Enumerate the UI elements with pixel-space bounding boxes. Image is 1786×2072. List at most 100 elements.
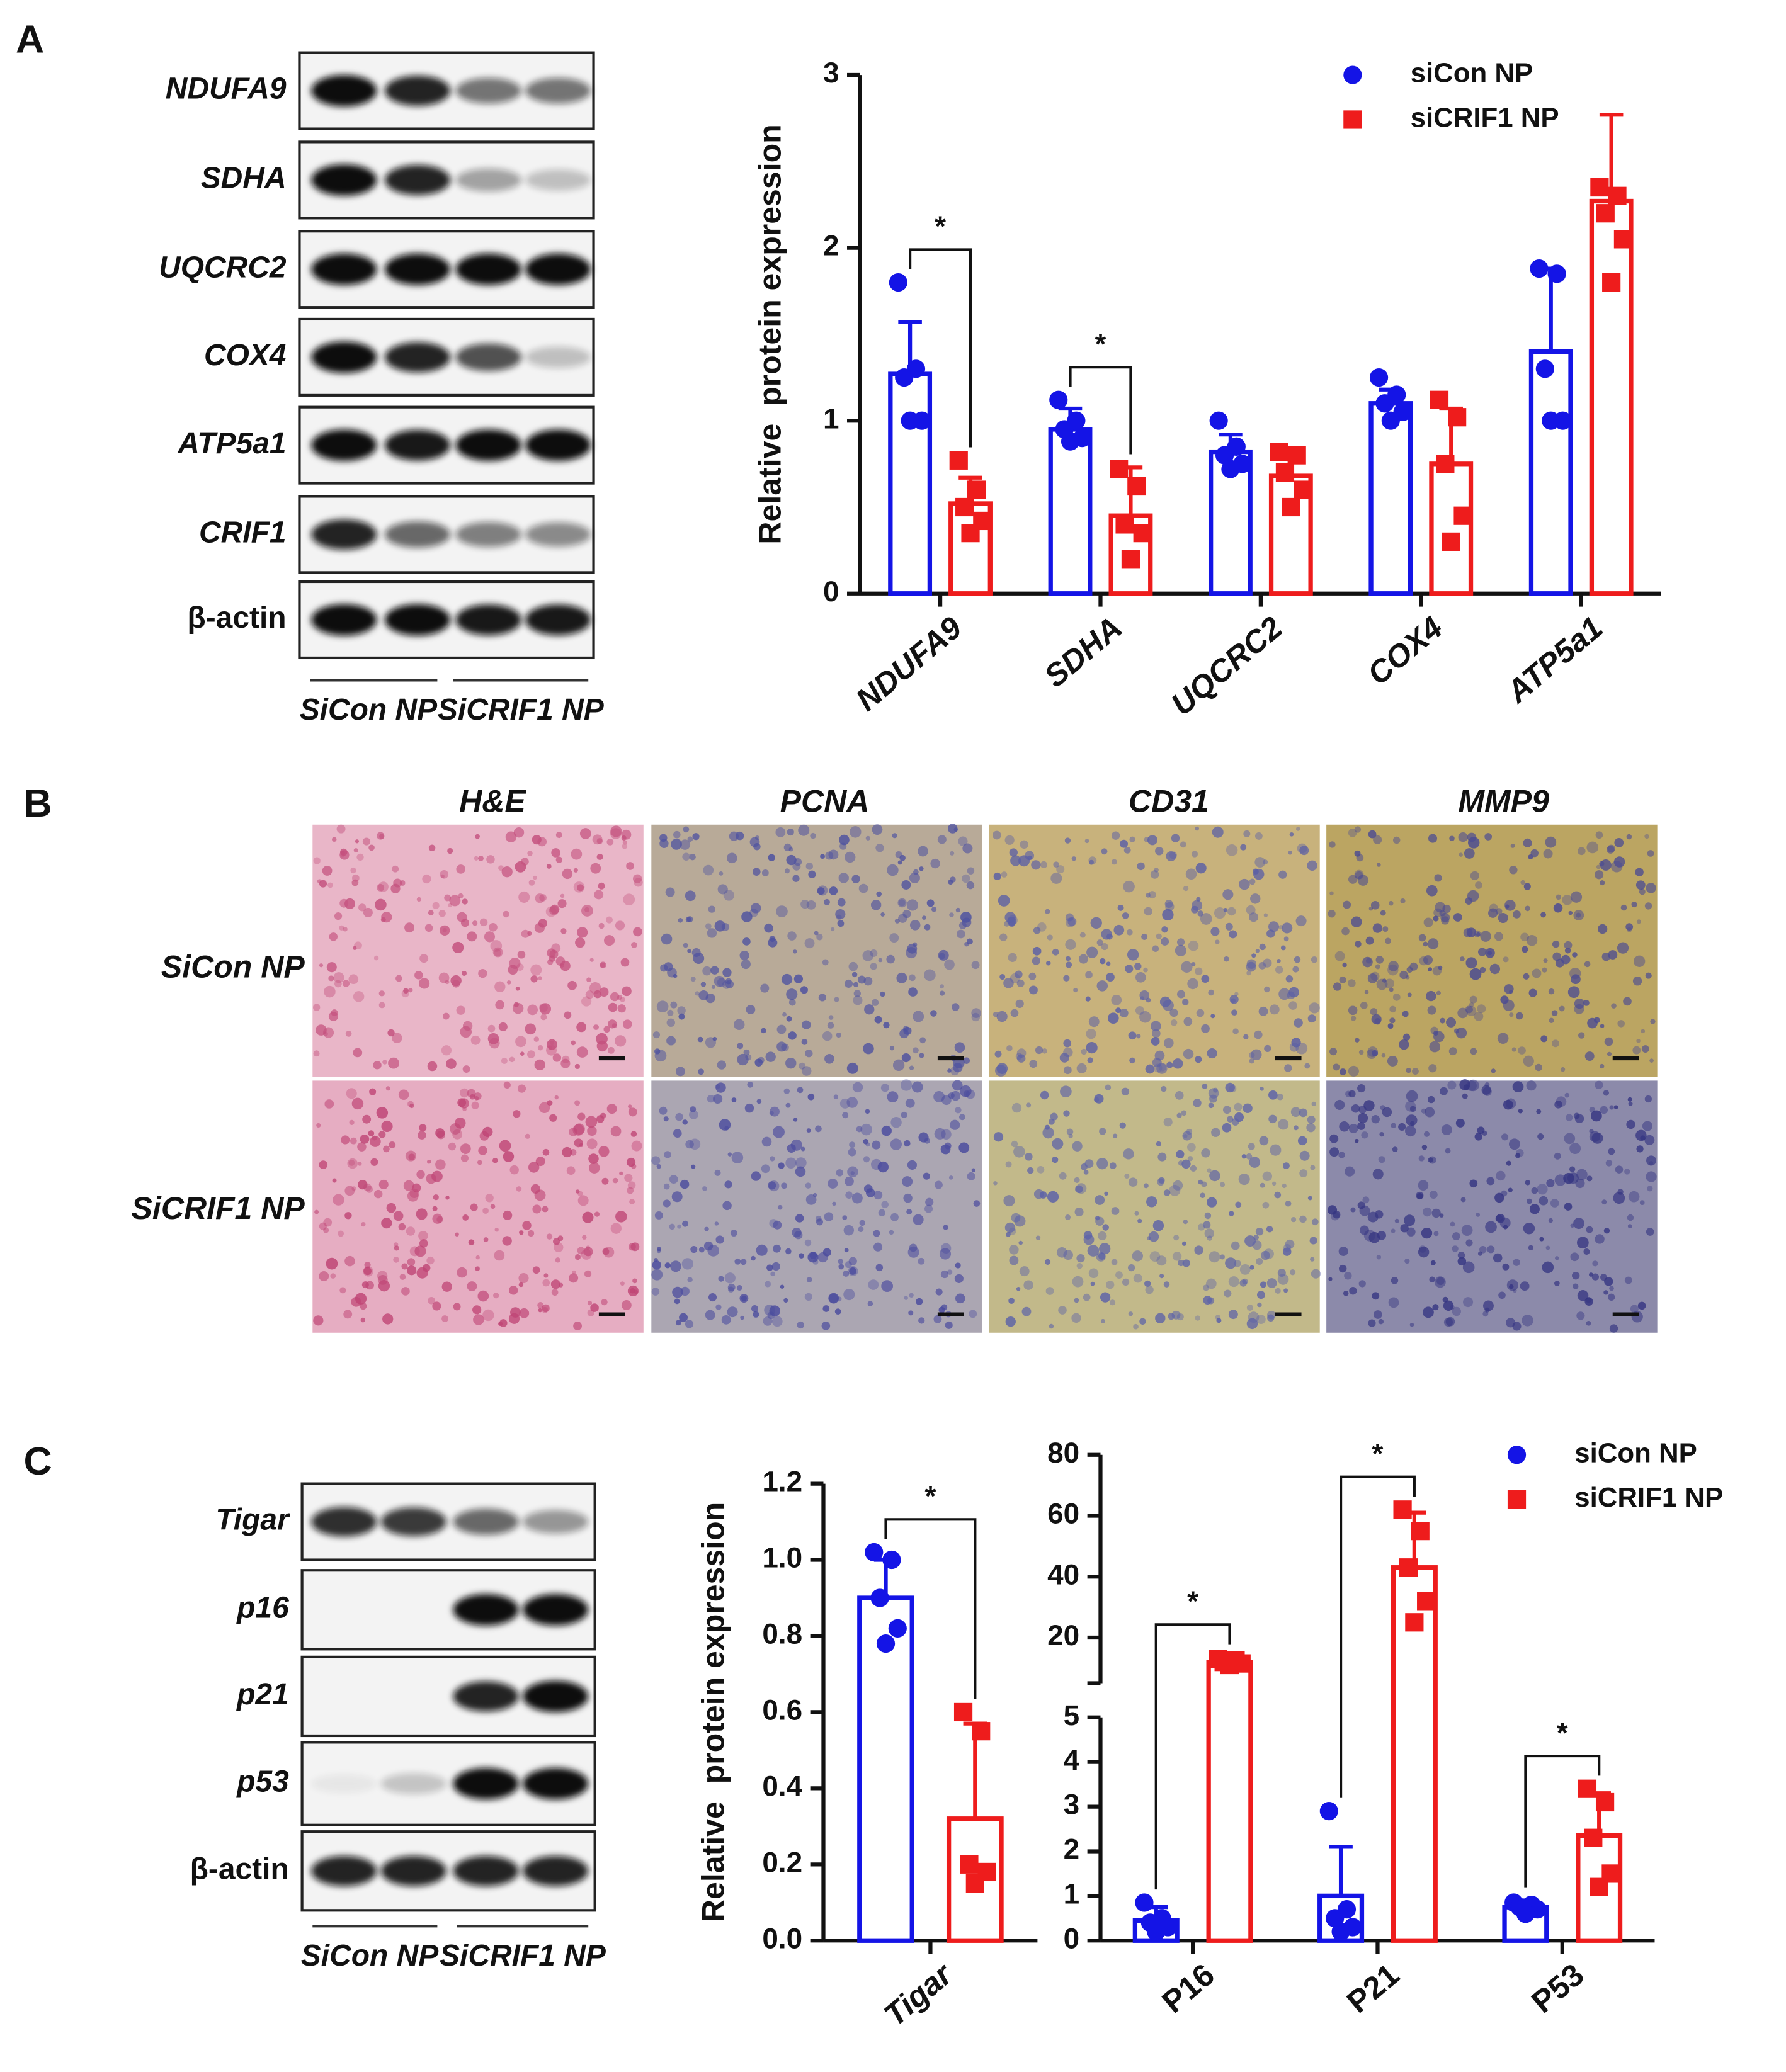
cell bbox=[516, 1186, 522, 1192]
cell bbox=[1202, 1084, 1208, 1089]
cell bbox=[954, 1042, 965, 1053]
cell bbox=[1011, 1140, 1018, 1148]
cell bbox=[1011, 1213, 1021, 1223]
cell bbox=[845, 851, 856, 863]
cell bbox=[785, 1157, 797, 1169]
cell bbox=[940, 984, 944, 989]
cell bbox=[1436, 1277, 1445, 1286]
cell bbox=[525, 1133, 530, 1139]
blot-band bbox=[311, 604, 377, 636]
cell bbox=[754, 1058, 763, 1067]
cell bbox=[1516, 1149, 1524, 1157]
y-tick-label: 20 bbox=[1047, 1619, 1079, 1651]
cell bbox=[377, 1274, 388, 1285]
cell bbox=[753, 1311, 759, 1318]
cell bbox=[1096, 1158, 1108, 1170]
cell bbox=[327, 882, 333, 888]
cell bbox=[743, 1049, 750, 1056]
cell bbox=[1372, 1169, 1384, 1180]
cell bbox=[1564, 948, 1571, 954]
y-tick-label: 0.0 bbox=[762, 1922, 802, 1954]
column-label: CD31 bbox=[1129, 784, 1209, 819]
cell bbox=[1181, 1241, 1187, 1246]
cell bbox=[1399, 1039, 1409, 1050]
cell bbox=[1249, 1157, 1261, 1168]
cell bbox=[1646, 1155, 1657, 1166]
cell bbox=[1183, 885, 1189, 892]
cell bbox=[1453, 913, 1462, 922]
cell bbox=[1354, 1138, 1359, 1143]
cell bbox=[419, 978, 430, 989]
cell bbox=[1220, 1182, 1226, 1187]
cell bbox=[731, 1097, 737, 1102]
cell bbox=[1294, 1018, 1303, 1028]
cell bbox=[460, 1143, 471, 1154]
cell bbox=[1568, 910, 1573, 915]
cell bbox=[416, 1208, 428, 1220]
cell bbox=[687, 949, 691, 953]
blot-label: β-actin bbox=[190, 1852, 289, 1886]
cell bbox=[951, 1003, 960, 1011]
cell bbox=[1613, 856, 1625, 868]
group-label: SiCRIF1 NP bbox=[438, 693, 605, 727]
blot-band bbox=[453, 1855, 519, 1886]
cell bbox=[943, 1225, 948, 1230]
cell bbox=[564, 1011, 572, 1019]
cell bbox=[515, 986, 520, 991]
cell bbox=[1508, 1187, 1513, 1192]
blot-band bbox=[525, 604, 591, 635]
cell bbox=[848, 1148, 856, 1157]
cell bbox=[1545, 836, 1557, 848]
cell bbox=[690, 1106, 697, 1112]
cell bbox=[670, 1260, 681, 1272]
cell bbox=[1356, 854, 1364, 862]
cell bbox=[1576, 1169, 1588, 1180]
cell bbox=[448, 903, 452, 908]
cell bbox=[666, 1036, 676, 1046]
cell bbox=[1368, 1231, 1380, 1243]
cell bbox=[1632, 977, 1642, 986]
cell bbox=[1624, 1169, 1630, 1175]
cell bbox=[1443, 1318, 1453, 1327]
cell bbox=[1159, 1274, 1164, 1279]
cell bbox=[622, 840, 627, 845]
cell bbox=[1206, 1278, 1217, 1289]
cell bbox=[904, 1140, 911, 1147]
cell bbox=[1512, 1081, 1524, 1093]
cell bbox=[909, 974, 916, 982]
cell bbox=[1421, 1227, 1433, 1239]
cell bbox=[1063, 1047, 1073, 1058]
cell bbox=[1331, 1211, 1340, 1221]
cell bbox=[1379, 1131, 1384, 1137]
cell bbox=[817, 887, 825, 895]
data-point bbox=[1405, 1613, 1424, 1632]
cell bbox=[686, 916, 693, 923]
cell bbox=[786, 854, 797, 866]
cell bbox=[802, 1020, 811, 1029]
bar bbox=[1429, 461, 1474, 596]
cell bbox=[1637, 1301, 1646, 1310]
cell bbox=[1288, 851, 1292, 855]
cell bbox=[751, 1305, 759, 1312]
cell bbox=[680, 1179, 690, 1189]
cell bbox=[661, 933, 673, 945]
cell bbox=[1005, 1161, 1012, 1168]
cell bbox=[1186, 1143, 1196, 1152]
cell bbox=[925, 1197, 934, 1206]
cell bbox=[768, 937, 778, 948]
cell bbox=[486, 855, 495, 864]
cell bbox=[1065, 961, 1072, 968]
cell bbox=[622, 843, 628, 849]
cell bbox=[562, 1146, 572, 1158]
cell bbox=[1311, 1101, 1316, 1107]
cell bbox=[1008, 953, 1017, 962]
cell bbox=[1601, 1199, 1607, 1205]
cell bbox=[1570, 891, 1583, 903]
cell bbox=[1311, 1218, 1319, 1226]
blot-band bbox=[455, 429, 521, 461]
cell bbox=[1246, 971, 1251, 976]
cell bbox=[1136, 1034, 1141, 1039]
cell bbox=[836, 1169, 843, 1177]
cell bbox=[1348, 1124, 1358, 1133]
cell bbox=[962, 874, 970, 883]
